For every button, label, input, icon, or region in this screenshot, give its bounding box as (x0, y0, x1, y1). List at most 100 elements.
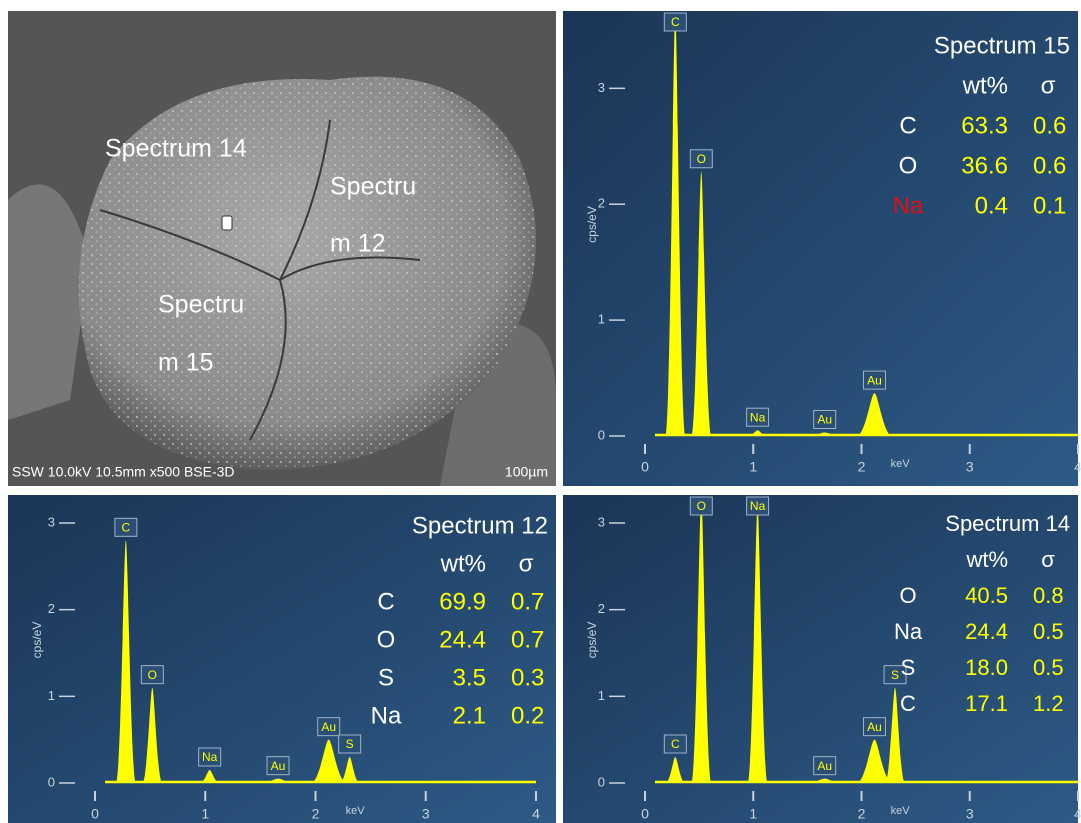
x-tick-label: 4 (532, 806, 540, 822)
x-tick-label: 3 (966, 806, 974, 822)
peak-label: Au (321, 720, 336, 734)
sem-marker (222, 216, 232, 230)
x-axis-label: keV (891, 805, 911, 817)
scale-bar-label: 100µm (505, 464, 548, 480)
y-tick-label: 3 (48, 514, 55, 529)
spectrum-panel: 0 1 2 3 0 1 2 3 4 keV cps/eV C O Na Au Au S Spectrum 12 wt… (8, 495, 556, 823)
element: Na (893, 192, 924, 219)
y-axis-label: cps/eV (30, 622, 44, 659)
peak-label: Au (817, 759, 832, 773)
wt-percent: 24.4 (965, 619, 1008, 644)
wt-percent: 17.1 (965, 691, 1008, 716)
figure: Spectrum 14 Spectru m 12 Spectru m 15 SS… (0, 0, 1081, 823)
x-tick-label: 3 (966, 459, 974, 475)
panel-title: Spectrum 15 (934, 32, 1070, 59)
element: O (899, 583, 916, 608)
y-axis-label: cps/eV (585, 622, 599, 659)
sem-label: Spectru (158, 291, 244, 319)
column-header: wt% (440, 550, 486, 577)
column-header: σ (1041, 547, 1055, 572)
x-tick-label: 1 (749, 459, 757, 475)
peak-label: S (346, 737, 354, 751)
x-tick-label: 0 (641, 459, 649, 475)
y-tick-label: 2 (598, 601, 605, 616)
x-axis-label: keV (346, 805, 366, 817)
sigma: 0.1 (1033, 192, 1066, 219)
peak-label: O (148, 668, 157, 682)
wt-percent: 36.6 (961, 152, 1008, 179)
column-header: wt% (962, 72, 1008, 99)
column-header: wt% (965, 547, 1008, 572)
peak-label: Na (750, 499, 766, 513)
element: S (901, 655, 916, 680)
y-tick-label: 1 (598, 688, 605, 703)
y-tick-label: 0 (598, 427, 605, 442)
element: Na (894, 619, 923, 644)
y-tick-label: 0 (598, 774, 605, 789)
sem-label: m 12 (330, 230, 386, 258)
wt-percent: 24.4 (439, 626, 486, 653)
wt-percent: 69.9 (439, 588, 486, 615)
x-tick-label: 1 (201, 806, 209, 822)
peak-label: C (122, 521, 131, 535)
y-tick-label: 3 (598, 80, 605, 95)
peak-label: C (671, 737, 680, 751)
x-tick-label: 3 (422, 806, 430, 822)
element: C (377, 588, 394, 615)
x-tick-label: 0 (641, 806, 649, 822)
element: O (899, 152, 918, 179)
peak-label: Au (867, 720, 882, 734)
sem-label: Spectrum 14 (105, 135, 247, 163)
peak-label: Na (202, 750, 218, 764)
sem-label: m 15 (158, 349, 214, 377)
y-tick-label: 2 (48, 601, 55, 616)
y-tick-label: 1 (598, 312, 605, 327)
x-tick-label: 1 (749, 806, 757, 822)
peak-label: O (697, 499, 706, 513)
wt-percent: 3.5 (453, 664, 486, 691)
panel-title: Spectrum 14 (945, 511, 1070, 536)
sigma: 0.5 (1033, 619, 1064, 644)
sem-label: Spectru (330, 173, 416, 201)
peak-label: Na (750, 410, 766, 424)
sigma: 1.2 (1033, 691, 1064, 716)
column-header: σ (1041, 72, 1056, 99)
x-axis-label: keV (891, 458, 911, 470)
peak-label: S (891, 668, 899, 682)
sigma: 0.2 (511, 702, 544, 729)
x-tick-label: 4 (1074, 806, 1081, 822)
y-tick-label: 1 (48, 688, 55, 703)
sigma: 0.6 (1033, 112, 1066, 139)
y-axis-label: cps/eV (585, 206, 599, 243)
wt-percent: 2.1 (453, 702, 486, 729)
sigma: 0.7 (511, 626, 544, 653)
x-tick-label: 0 (91, 806, 99, 822)
wt-percent: 63.3 (961, 112, 1008, 139)
x-tick-label: 2 (858, 806, 866, 822)
sigma: 0.8 (1033, 583, 1064, 608)
x-tick-label: 4 (1074, 459, 1081, 475)
x-tick-label: 2 (312, 806, 320, 822)
peak-label: Au (271, 759, 286, 773)
wt-percent: 18.0 (965, 655, 1008, 680)
column-header: σ (519, 550, 534, 577)
x-tick-label: 2 (858, 459, 866, 475)
peak-label: Au (817, 413, 832, 427)
wt-percent: 0.4 (975, 192, 1008, 219)
wt-percent: 40.5 (965, 583, 1008, 608)
peak-label: O (697, 152, 706, 166)
element: C (899, 112, 916, 139)
sem-info: SSW 10.0kV 10.5mm x500 BSE-3D (12, 464, 235, 480)
sigma: 0.5 (1033, 655, 1064, 680)
element: S (378, 664, 394, 691)
peak-label: C (671, 15, 680, 29)
peak-label: Au (867, 373, 882, 387)
element: C (900, 691, 916, 716)
y-tick-label: 0 (48, 774, 55, 789)
sigma: 0.3 (511, 664, 544, 691)
sem-image: Spectrum 14 Spectru m 12 Spectru m 15 SS… (8, 11, 556, 486)
panel-title: Spectrum 12 (412, 512, 548, 539)
sigma: 0.6 (1033, 152, 1066, 179)
